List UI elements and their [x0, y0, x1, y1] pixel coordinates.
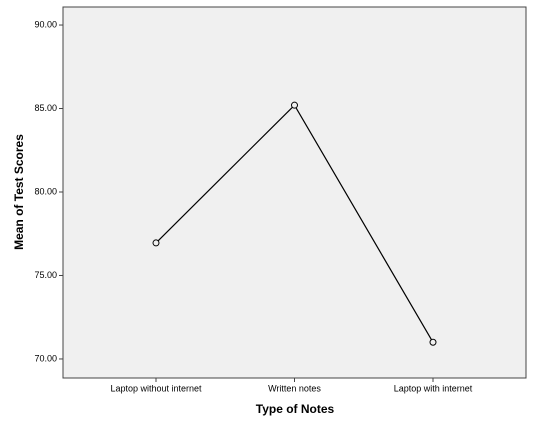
x-axis-title: Type of Notes — [256, 402, 335, 416]
y-tick-label: 75.00 — [34, 270, 57, 280]
y-axis-title: Mean of Test Scores — [12, 134, 26, 250]
data-point — [429, 338, 437, 346]
data-point — [152, 239, 160, 247]
x-tick-label: Laptop with internet — [394, 383, 473, 393]
data-point — [291, 101, 298, 109]
y-tick-label: 90.00 — [34, 19, 57, 29]
plot-area — [62, 6, 527, 379]
x-tick-label: Laptop without internet — [110, 383, 202, 393]
y-tick-label: 80.00 — [34, 186, 57, 196]
y-tick-label: 85.00 — [34, 103, 57, 113]
y-tick-label: 70.00 — [34, 353, 57, 363]
x-tick-label: Written notes — [268, 383, 321, 393]
